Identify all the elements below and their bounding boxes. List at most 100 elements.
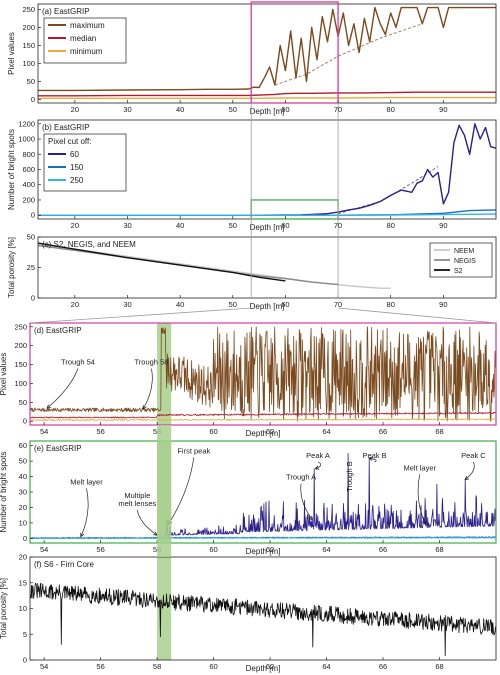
x-axis-label: Depth [m]	[250, 302, 285, 311]
y-tick-label: 30	[19, 488, 27, 497]
annotation-label: Peak B	[362, 451, 386, 460]
x-tick-label: 20	[71, 105, 79, 114]
x-tick-label: 60	[209, 427, 217, 436]
x-tick-label: 54	[40, 662, 48, 671]
x-tick-label: 50	[229, 300, 237, 309]
x-tick-label: 66	[379, 427, 387, 436]
y-tick-label: 10	[19, 518, 27, 527]
y-tick-label: 400	[22, 180, 35, 189]
y-tick-label: 10	[19, 604, 27, 613]
legend-entry: NEGIS	[454, 258, 476, 265]
x-tick-label: 56	[96, 545, 104, 554]
highlight-band	[157, 557, 172, 660]
series-a-maximum	[38, 6, 496, 92]
x-tick-label: 80	[387, 300, 395, 309]
annotation: Multiple	[124, 491, 150, 500]
x-tick-label: 64	[322, 427, 330, 436]
legend-entry: S2	[454, 268, 463, 275]
y-tick-label: 5	[23, 630, 27, 639]
annotation-label: Trough A	[286, 473, 316, 482]
annotation-label: Trough 54	[61, 358, 95, 367]
y-tick-label: 250	[14, 322, 27, 331]
legend-entry: median	[70, 34, 96, 43]
x-tick-label: 50	[229, 105, 237, 114]
annotation-label: Peak A	[306, 451, 330, 460]
y-axis-label: Pixel values	[0, 353, 8, 396]
annotation: Peak C	[461, 451, 486, 481]
legend-title: Pixel cut off:	[48, 137, 91, 146]
y-axis-label: Number of bright spots	[0, 452, 8, 533]
x-tick-label: 56	[96, 427, 104, 436]
x-tick-label: 50	[229, 221, 237, 230]
y-tick-label: 50	[19, 457, 27, 466]
annotation-label: Multiple	[124, 491, 150, 500]
x-tick-label: 60	[281, 221, 289, 230]
x-tick-label: 30	[123, 300, 131, 309]
legend-entry: maximum	[70, 21, 105, 30]
trend-line	[274, 23, 423, 86]
y-tick-label: 600	[22, 165, 35, 174]
x-tick-label: 66	[379, 545, 387, 554]
annotation-arrow	[46, 368, 79, 409]
y-tick-label: 250	[22, 5, 35, 14]
y-tick-label: 100	[14, 379, 27, 388]
plot-frame	[29, 322, 497, 426]
annotation: Melt layer	[70, 477, 103, 538]
highlight-band-gap	[157, 425, 172, 557]
y-axis-label: Number of bright spots	[7, 129, 16, 210]
legend: NEEM NEGIS S2	[429, 242, 493, 278]
x-tick-label: 80	[387, 221, 395, 230]
annotation-arrow	[80, 488, 89, 537]
y-tick-label: 20	[19, 553, 27, 562]
y-tick-label: 0	[23, 417, 27, 426]
y-tick-label: 800	[22, 150, 35, 159]
y-tick-label: 1200	[18, 119, 35, 128]
legend: maximum median minimum	[43, 17, 127, 64]
y-axis-label: Total porosity [%]	[7, 237, 16, 298]
legend-entry: 150	[70, 163, 84, 172]
x-axis-label: Depth [m]	[246, 664, 281, 673]
annotation-arrow	[368, 457, 377, 463]
y-tick-label: 60	[19, 441, 27, 450]
x-tick-label: 60	[209, 545, 217, 554]
y-tick-label: 0	[23, 656, 27, 665]
zoom-box	[250, 1, 339, 104]
x-axis-label: Depth [m]	[246, 547, 281, 556]
x-tick-label: 68	[435, 427, 443, 436]
series-e-250	[30, 537, 496, 539]
annotation: Trough 54	[46, 358, 95, 409]
y-tick-label: 200	[14, 341, 27, 350]
x-tick-label: 20	[71, 300, 79, 309]
legend-entry: NEEM	[454, 248, 474, 255]
annotation-label: Melt layer	[403, 463, 436, 472]
y-tick-label: 40	[19, 472, 27, 481]
y-tick-label: 20	[19, 503, 27, 512]
x-tick-label: 62	[266, 662, 274, 671]
x-tick-label: 60	[281, 300, 289, 309]
annotation: melt lenses	[118, 499, 158, 536]
panel-e: 54565860626466680102030405060Depth [m]Nu…	[0, 440, 497, 556]
annotation-label: Trough B	[345, 461, 354, 492]
annotation-label: Trough 58	[134, 358, 168, 367]
annotation: Peak B	[362, 451, 387, 463]
y-tick-label: 0	[31, 95, 35, 104]
x-tick-label: 54	[40, 427, 48, 436]
y-tick-label: 150	[22, 41, 35, 50]
zoom-connectors	[29, 103, 497, 324]
legend-entry: minimum	[70, 47, 103, 56]
series-a-median	[38, 91, 496, 97]
x-tick-label: 64	[322, 662, 330, 671]
x-tick-label: 90	[439, 105, 447, 114]
x-tick-label: 30	[123, 105, 131, 114]
y-tick-label: 0	[31, 294, 35, 303]
x-tick-label: 68	[435, 662, 443, 671]
annotation-arrow	[142, 368, 153, 410]
annotation-label: Melt layer	[70, 477, 103, 486]
annotation-arrow	[315, 461, 322, 470]
series-d-median	[30, 411, 496, 419]
series-d-minimum	[30, 418, 496, 421]
annotation: Trough 58	[134, 358, 168, 410]
trend-line	[337, 166, 439, 215]
annotation-arrow	[168, 457, 195, 525]
